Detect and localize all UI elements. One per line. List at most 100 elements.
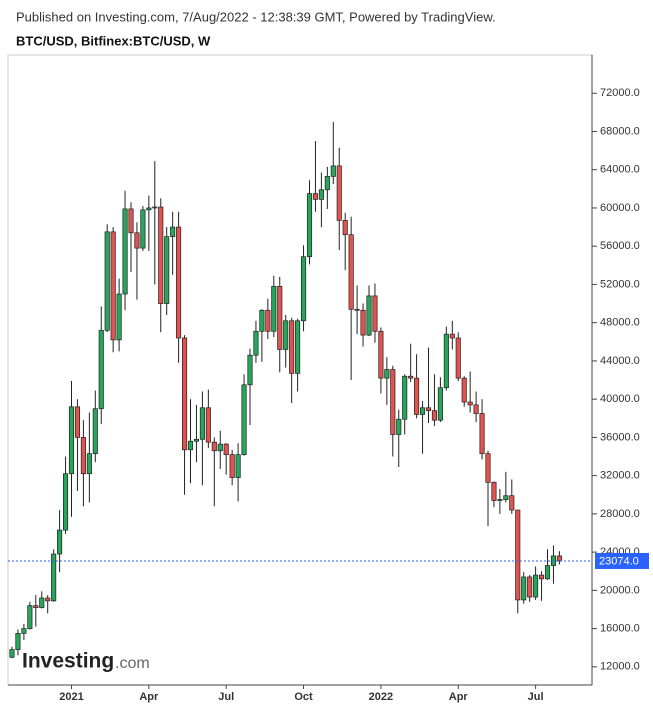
candle-body <box>241 384 247 455</box>
candle-body <box>461 377 467 403</box>
logo-suffix: .com <box>115 655 150 672</box>
candle-body <box>301 256 307 322</box>
y-tick-label: 40000.0 <box>600 393 640 405</box>
candle-body <box>318 189 324 200</box>
candle-body <box>443 333 449 389</box>
candle-body <box>485 453 491 483</box>
candle-body <box>360 309 366 336</box>
candle-body <box>271 286 277 332</box>
y-tick-label: 68000.0 <box>600 125 640 137</box>
candle-body <box>199 407 205 440</box>
candle-body <box>402 375 408 420</box>
candle-body <box>425 407 432 411</box>
x-tick-label: Jul <box>218 691 234 703</box>
candle-body <box>33 605 39 608</box>
candle-body <box>527 576 533 598</box>
candle-body <box>336 165 342 221</box>
y-tick-label: 52000.0 <box>600 278 640 290</box>
candle-body <box>479 413 485 454</box>
logo: Investing .com <box>22 650 150 673</box>
candle-body <box>366 295 372 336</box>
candle-body <box>39 597 45 608</box>
candle-body <box>217 443 223 452</box>
candle-body <box>509 495 515 511</box>
candle-body <box>544 565 551 580</box>
candle-body <box>98 329 104 410</box>
y-tick-label: 20000.0 <box>600 584 640 596</box>
candle-body <box>533 574 539 598</box>
candle-body <box>223 443 229 455</box>
candle-body <box>449 333 455 339</box>
candle-body <box>324 176 330 191</box>
candle-body <box>420 407 426 415</box>
candle-body <box>134 232 140 249</box>
candle-body <box>491 481 497 501</box>
y-tick-label: 36000.0 <box>600 431 640 443</box>
candle-body <box>372 295 378 332</box>
y-tick-label: 56000.0 <box>600 240 640 252</box>
candle-body <box>187 440 194 451</box>
last-price-label: 23074.0 <box>599 555 639 567</box>
candles <box>9 121 562 659</box>
candle-body <box>170 226 176 237</box>
candle-body <box>193 438 200 442</box>
x-tick-label: Jul <box>528 691 544 703</box>
candle-body <box>378 330 384 379</box>
candle-body <box>396 418 402 435</box>
candle-body <box>92 408 98 454</box>
candle-body <box>354 308 360 311</box>
candle-body <box>283 320 289 350</box>
source-note: Published on Investing.com, 7/Aug/2022 -… <box>16 9 496 24</box>
candle-body <box>556 555 562 562</box>
candle-body <box>497 499 503 501</box>
candle-body <box>312 193 319 200</box>
candle-body <box>289 320 295 374</box>
candle-body <box>51 553 57 602</box>
candle-body <box>408 375 414 379</box>
candle-body <box>164 236 170 304</box>
y-tick-label: 16000.0 <box>600 623 640 635</box>
candle-body <box>235 454 241 478</box>
candle-body <box>9 649 15 658</box>
candle-body <box>265 309 271 332</box>
y-tick-label: 28000.0 <box>600 508 640 520</box>
y-tick-label: 72000.0 <box>600 87 640 99</box>
candle-body <box>229 454 235 478</box>
candle-body <box>330 165 336 177</box>
logo-main: Investing <box>22 650 114 673</box>
candle-body <box>27 605 33 629</box>
x-tick-label: 2021 <box>59 691 83 703</box>
candle-body <box>473 404 479 414</box>
x-tick-label: Apr <box>139 691 159 703</box>
x-tick-label: Apr <box>449 691 469 703</box>
candle-body <box>176 226 182 339</box>
candle-body <box>182 337 188 451</box>
candle-body <box>158 206 164 304</box>
candle-body <box>348 234 354 310</box>
candle-body <box>211 441 217 452</box>
y-tick-label: 48000.0 <box>600 317 640 329</box>
candle-body <box>295 320 301 374</box>
candle-body <box>15 633 21 650</box>
candle-body <box>45 597 51 602</box>
x-tick-label: Oct <box>294 691 313 703</box>
candle-body <box>259 309 265 332</box>
candle-body <box>437 387 443 421</box>
candle-body <box>86 453 92 475</box>
x-tick-label: 2022 <box>369 691 393 703</box>
y-tick-label: 60000.0 <box>600 202 640 214</box>
candle-body <box>205 407 211 443</box>
candle-body <box>431 410 438 421</box>
candle-body <box>80 437 86 475</box>
candle-body <box>253 330 259 356</box>
candle-body <box>110 231 116 341</box>
candle-body <box>116 293 122 341</box>
last-price-box <box>595 552 649 569</box>
candle-body <box>146 207 152 211</box>
y-tick-label: 12000.0 <box>600 661 640 673</box>
candle-body <box>62 473 69 531</box>
candle-body <box>74 406 81 438</box>
y-tick-label: 44000.0 <box>600 355 640 367</box>
